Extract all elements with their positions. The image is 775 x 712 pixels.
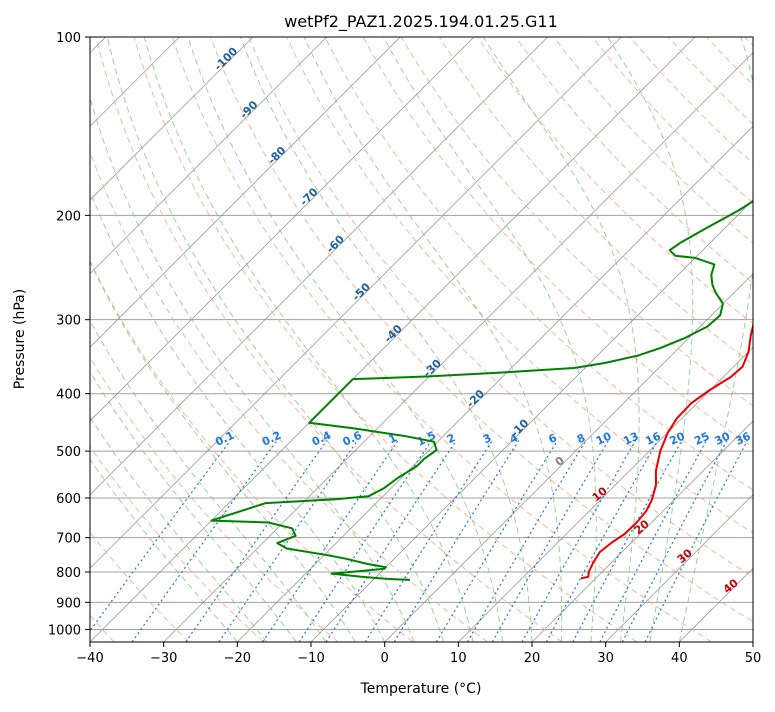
mixing-ratio-label: 10 (594, 429, 614, 447)
x-tick-label: −30 (150, 651, 177, 666)
y-tick-label: 100 (56, 31, 81, 46)
moist-adiabat-line (483, 37, 639, 642)
mixing-ratio-label: 36 (733, 429, 753, 447)
moist-adiabat-label: 30 (675, 546, 695, 566)
chart-title: wetPf2_PAZ1.2025.194.01.25.G11 (284, 12, 558, 32)
x-tick-label: −10 (297, 651, 324, 666)
temperature-profile (581, 37, 775, 578)
mixing-ratio-label: 8 (575, 431, 587, 446)
dry-adiabat-label: -50 (350, 280, 373, 303)
y-tick-label: 1000 (48, 623, 81, 638)
isotherm-line (385, 37, 775, 642)
isotherm-line (0, 37, 474, 642)
y-tick-label: 700 (56, 532, 81, 547)
mixing-ratio-label: 13 (621, 430, 640, 448)
mixing-ratio-label: 3 (481, 431, 493, 446)
mixing-ratio-label: 0.1 (213, 429, 236, 449)
y-axis-label: Pressure (hPa) (12, 289, 28, 389)
x-tick-label: 0 (381, 651, 389, 666)
mixing-ratio-label: 0.6 (341, 429, 364, 449)
mixing-ratio-label: 2 (445, 431, 457, 446)
isotherm-line (311, 37, 775, 642)
x-tick-label: 30 (597, 651, 614, 666)
mixing-ratio-line (365, 441, 492, 642)
mixing-ratio-line (492, 441, 608, 642)
mixing-ratio-label: 25 (692, 430, 711, 448)
moist-adiabat-label: 10 (590, 484, 610, 504)
y-tick-label: 800 (56, 566, 81, 581)
dry-adiabat-line (707, 37, 775, 642)
moist-adiabat-label: 40 (721, 576, 741, 596)
isotherm-line (753, 37, 775, 642)
mixing-ratio-line (132, 441, 277, 642)
mixing-ratio-label: 0.2 (260, 429, 283, 449)
y-tick-label: 200 (56, 209, 81, 224)
mixing-ratio-line (326, 441, 456, 642)
dry-adiabat-line (58, 37, 488, 642)
moist-adiabat-line (0, 37, 237, 642)
y-tick-label: 300 (56, 314, 81, 329)
y-tick-label: 900 (56, 596, 81, 611)
x-tick-label: 50 (745, 651, 762, 666)
dry-adiabat-label: -90 (237, 98, 260, 121)
y-tick-label: 400 (56, 388, 81, 403)
mixing-ratio-line (645, 441, 747, 642)
moist-adiabat-line (304, 37, 561, 642)
moist-adiabat-label: 20 (632, 517, 652, 537)
dry-adiabat-line (20, 37, 413, 642)
x-tick-label: 10 (450, 651, 467, 666)
mixing-ratio-label: 16 (643, 429, 663, 447)
dry-adiabat-line (0, 37, 189, 642)
dry-adiabat-label: -70 (297, 185, 320, 208)
isotherm-line (16, 37, 621, 642)
axes: −40 −30 −20 −10 0 10 20 30 40 50 1000 900 800 700 600 5… (48, 31, 761, 666)
dry-adiabat-line (554, 37, 775, 642)
dry-adiabat-line (0, 37, 338, 642)
dry-adiabat-label: -80 (265, 144, 288, 167)
isotherm-line (0, 37, 400, 642)
mixing-ratio-line (600, 441, 706, 642)
isotherm-line (458, 37, 775, 642)
isotherm-line (164, 37, 769, 642)
dry-adiabat-line (516, 37, 775, 642)
y-tick-label: 600 (56, 492, 81, 507)
x-axis-label: Temperature (°C) (360, 681, 482, 697)
x-tick-label: 20 (524, 651, 541, 666)
isotherm-line (0, 37, 548, 642)
mixing-ratio-label: 6 (546, 431, 559, 446)
moist-adiabat-line (0, 37, 326, 642)
dry-adiabat-label: -20 (464, 387, 487, 410)
isotherm-line (237, 37, 775, 642)
x-tick-label: 40 (671, 651, 688, 666)
dry-adiabat-line (0, 37, 264, 642)
x-tick-label: −40 (76, 651, 103, 666)
isotherm-line (0, 37, 253, 642)
moist-adiabat-line (188, 37, 503, 642)
dry-adiabat-label: -100 (212, 44, 241, 73)
moist-adiabat-line (0, 37, 296, 642)
mixing-ratio-line (394, 441, 519, 642)
dry-adiabat-label: -40 (382, 322, 405, 345)
dry-adiabat-label: -60 (324, 232, 347, 255)
mixing-ratio-label: 20 (668, 429, 688, 447)
isotherm-line (0, 37, 327, 642)
mixing-ratio-line (82, 441, 231, 642)
x-tick-label: −20 (224, 651, 251, 666)
y-tick-label: 500 (56, 445, 81, 460)
isotherm-line (679, 37, 775, 642)
